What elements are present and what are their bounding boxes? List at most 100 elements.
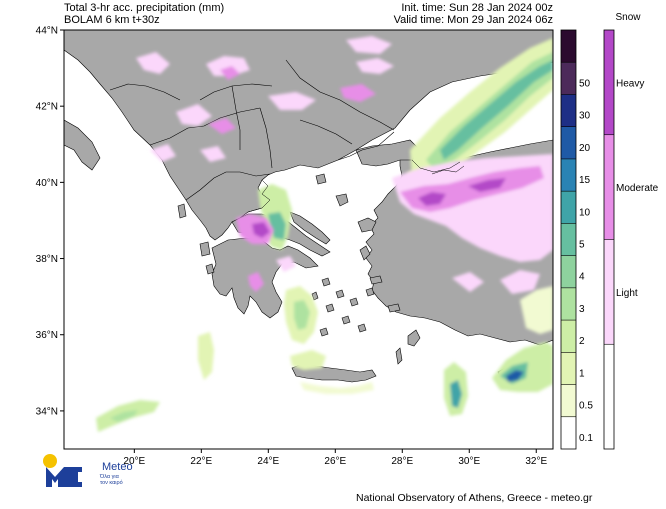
snow-category-label: Moderate	[616, 183, 659, 194]
precip-colorbar-segment	[561, 30, 576, 63]
cyclades-1	[321, 277, 331, 287]
precip-colorbar-segment	[561, 255, 576, 288]
precip-colorbar-segment	[561, 352, 576, 385]
map-frame	[63, 29, 554, 450]
precip-peloponnese-mod	[294, 300, 310, 330]
logo-tagline: Όλα για	[100, 474, 119, 480]
snow-balkans-11	[200, 146, 226, 162]
snow-category-label: Heavy	[616, 78, 644, 89]
lesvos-island	[357, 217, 377, 233]
snow-balkans-1	[136, 52, 170, 74]
precip-colorbar-segment	[561, 416, 576, 449]
kos-island	[387, 303, 401, 313]
snow-balkans-9	[340, 84, 376, 102]
snow-colorbar-segment	[604, 134, 614, 240]
precip-colorbar-segment	[561, 94, 576, 127]
cyclades-8	[365, 287, 375, 297]
logo-name: Meteo	[102, 461, 133, 473]
corfu-island	[177, 203, 187, 219]
euboea-island	[289, 211, 331, 245]
snow-balkans-4	[176, 104, 212, 126]
snow-balkans-6	[208, 118, 236, 134]
lon-tick-label: 28°E	[391, 456, 413, 467]
snow-legend-title: Snow	[615, 12, 641, 23]
snow-balkans-3	[220, 66, 240, 80]
lon-tick-label: 24°E	[257, 456, 279, 467]
precip-colorbar-segment	[561, 384, 576, 417]
snow-colorbar: Snow Light Moderate Heavy	[603, 12, 659, 450]
precip-level-label: 15	[579, 175, 591, 186]
precip-level-label: 20	[579, 143, 591, 154]
cyclades-3	[349, 297, 359, 307]
precip-libya-core	[110, 410, 138, 422]
precip-crete-west	[290, 350, 326, 370]
precip-level-label: 4	[579, 272, 585, 283]
precip-level-label: 30	[579, 111, 591, 122]
init-time: Init. time: Sun 28 Jan 2024 00z	[401, 2, 553, 14]
precip-level-label: 2	[579, 336, 585, 347]
precipitation-colorbar: 0.1 0.5 1 2 3 4 5 10 15 20 30 50	[560, 29, 593, 450]
map-title: Total 3-hr acc. precipitation (mm)	[64, 2, 225, 14]
thasos-island	[315, 173, 327, 185]
snow-balkans-8	[356, 58, 394, 74]
lat-tick-label: 40°N	[36, 178, 58, 189]
precip-colorbar-segment	[561, 287, 576, 321]
snow-balkans-5	[268, 92, 316, 110]
cyclades-4	[325, 303, 335, 313]
precip-colorbar-frame	[560, 29, 577, 450]
lat-tick-label: 36°N	[36, 330, 58, 341]
cyclades-7	[311, 291, 319, 301]
precip-level-label: 5	[579, 240, 585, 251]
lon-tick-label: 20°E	[123, 456, 145, 467]
precip-crete-ring	[300, 382, 374, 394]
snow-areas	[136, 36, 553, 294]
precip-level-label: 1	[579, 368, 585, 379]
lat-tick-label: 38°N	[36, 254, 58, 265]
longitude-axis: 20°E 22°E 24°E 26°E 28°E 30°E 32°E	[123, 449, 547, 467]
snow-greece-heavy	[252, 222, 270, 238]
snow-turkey-south-1	[500, 270, 540, 294]
precip-black-sea-heavy	[440, 60, 553, 160]
lat-tick-label: 42°N	[36, 102, 58, 113]
snow-balkans-2	[206, 56, 250, 76]
precip-level-label: 10	[579, 207, 591, 218]
snow-turkey-heavy-2	[468, 178, 506, 192]
precip-level-label: 3	[579, 304, 585, 315]
coastline-overlay	[247, 159, 465, 213]
snow-turkey-south-2	[452, 272, 484, 292]
lemnos-island	[335, 193, 349, 207]
precip-colorbar-segment	[561, 158, 576, 192]
model-run-label: BOLAM 6 km t+30z	[64, 14, 160, 26]
footer-credit: National Observatory of Athens, Greece -…	[356, 492, 593, 504]
cyclades-5	[341, 315, 351, 325]
precipitation-areas	[96, 38, 553, 432]
snow-balkans-10	[150, 144, 176, 162]
meteo-logo[interactable]	[40, 453, 150, 493]
zakynthos-island	[205, 263, 215, 275]
cyclades-9	[319, 327, 329, 337]
snow-peloponnese-2	[276, 256, 296, 272]
snow-colorbar-segment	[604, 344, 614, 449]
karpathos-island	[395, 347, 403, 365]
lon-tick-label: 30°E	[458, 456, 480, 467]
precip-level-label: 0.5	[579, 401, 593, 412]
italy-land	[64, 119, 101, 171]
precip-cyprus-west-core	[450, 380, 462, 408]
snow-colorbar-segment	[604, 239, 614, 345]
snow-turkey-heavy	[418, 192, 446, 206]
precip-colorbar-segment	[561, 320, 576, 353]
logo-tagline-2: τον καιρό	[100, 480, 123, 486]
snow-peloponnese	[248, 272, 264, 292]
lat-tick-label: 44°N	[36, 26, 58, 37]
precip-cyprus-east-core	[506, 370, 524, 382]
precip-colorbar-segment	[561, 62, 576, 95]
country-borders	[109, 59, 395, 201]
lon-tick-label: 32°E	[525, 456, 547, 467]
precip-turkey-coast-south	[520, 286, 553, 334]
rhodes-island	[407, 329, 421, 347]
kefalonia-island	[199, 241, 211, 257]
samos-island	[369, 275, 383, 285]
cyclades-2	[335, 289, 345, 299]
snow-category-label: Light	[616, 288, 638, 299]
